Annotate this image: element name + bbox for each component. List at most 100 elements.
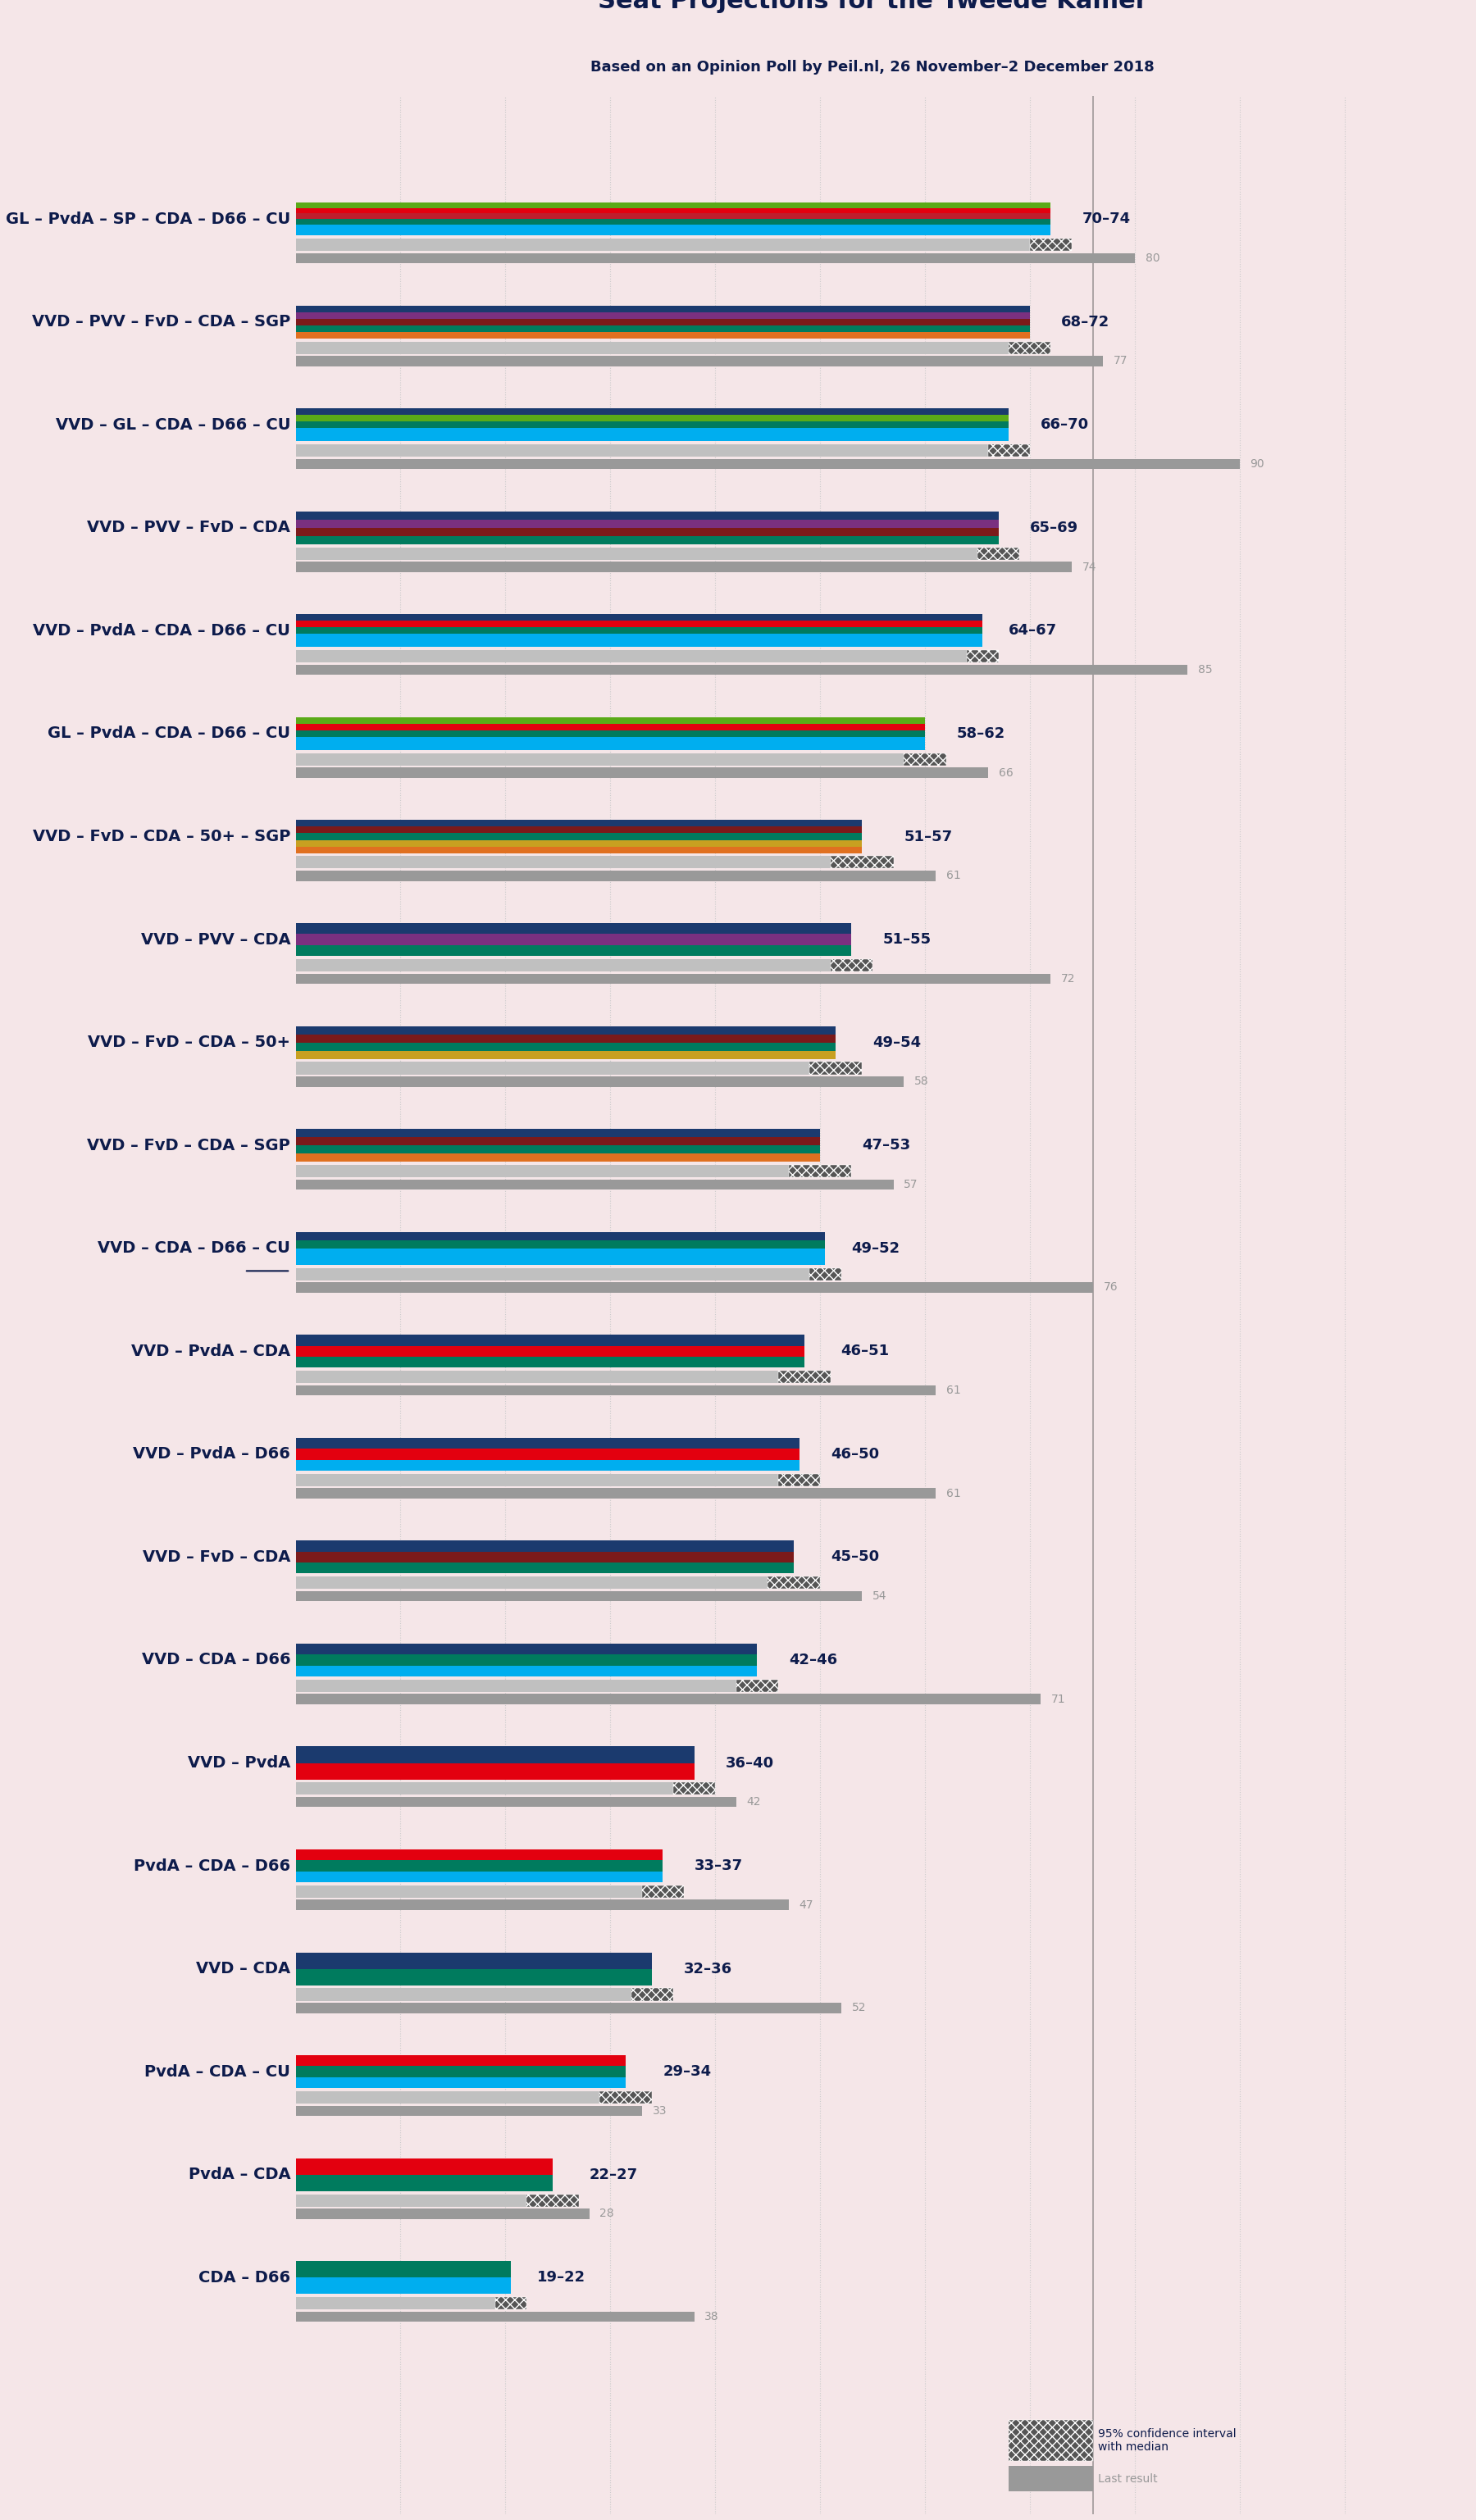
Bar xyxy=(809,1061,862,1074)
Bar xyxy=(295,1051,835,1058)
Bar xyxy=(527,2195,579,2208)
Bar xyxy=(295,1988,652,2001)
Text: 68–72: 68–72 xyxy=(1061,315,1110,330)
Bar xyxy=(295,2003,841,2013)
Bar xyxy=(903,753,946,766)
Bar xyxy=(987,444,1030,456)
Bar xyxy=(768,1578,821,1590)
Bar xyxy=(977,547,1020,559)
Bar xyxy=(831,960,872,970)
Bar xyxy=(1010,343,1051,353)
Text: 22–27: 22–27 xyxy=(589,2167,638,2182)
Text: VVD – PVV – FvD – CDA – SGP: VVD – PVV – FvD – CDA – SGP xyxy=(32,315,291,330)
Text: 72: 72 xyxy=(1061,973,1076,985)
Bar xyxy=(809,1268,841,1280)
Text: 45–50: 45–50 xyxy=(831,1550,880,1565)
Text: 49–52: 49–52 xyxy=(852,1240,900,1255)
Bar xyxy=(295,512,998,519)
Text: VVD – PVV – FvD – CDA: VVD – PVV – FvD – CDA xyxy=(87,519,291,537)
Bar xyxy=(1030,239,1072,252)
Bar xyxy=(295,1540,794,1552)
Text: 95% confidence interval
with median: 95% confidence interval with median xyxy=(1098,2427,1237,2452)
Text: 66: 66 xyxy=(998,766,1013,779)
Text: VVD – PvdA – CDA – D66 – CU: VVD – PvdA – CDA – D66 – CU xyxy=(32,622,291,638)
Bar xyxy=(295,1693,1041,1704)
Bar xyxy=(295,1026,835,1033)
Bar xyxy=(903,753,946,766)
Text: 54: 54 xyxy=(872,1590,887,1603)
Bar xyxy=(295,1678,757,1691)
Bar xyxy=(295,2311,694,2321)
Bar xyxy=(778,1371,831,1383)
Bar xyxy=(632,1988,673,2001)
Text: 65–69: 65–69 xyxy=(1030,522,1079,534)
Bar xyxy=(831,960,872,970)
Bar xyxy=(295,2092,626,2104)
Bar xyxy=(987,444,1030,456)
Bar xyxy=(295,1061,835,1074)
Bar xyxy=(295,2175,552,2190)
Text: VVD – CDA – D66: VVD – CDA – D66 xyxy=(142,1653,291,1668)
Bar xyxy=(295,857,862,869)
Text: 33–37: 33–37 xyxy=(694,1857,742,1872)
Bar xyxy=(295,1154,821,1162)
Text: 33: 33 xyxy=(652,2104,667,2117)
Bar xyxy=(295,1782,694,1794)
Bar xyxy=(295,1459,799,1472)
Bar xyxy=(295,945,852,955)
Bar xyxy=(831,857,893,869)
Text: 52: 52 xyxy=(852,2003,866,2013)
Bar xyxy=(295,547,998,559)
Text: 42–46: 42–46 xyxy=(788,1653,837,1668)
Bar xyxy=(295,1872,663,1882)
Bar xyxy=(295,2278,511,2293)
Bar xyxy=(295,1900,788,1910)
Bar xyxy=(295,1164,821,1177)
Text: VVD – PVV – CDA: VVD – PVV – CDA xyxy=(140,932,291,948)
Bar xyxy=(295,2066,626,2076)
Bar xyxy=(778,1474,821,1487)
Bar xyxy=(295,537,998,544)
Bar xyxy=(809,1061,862,1074)
Bar xyxy=(295,922,852,935)
Bar xyxy=(295,1240,825,1247)
Bar xyxy=(295,1764,694,1779)
Bar xyxy=(295,214,1051,219)
Text: 80: 80 xyxy=(1145,252,1160,265)
Bar xyxy=(295,718,925,723)
Bar xyxy=(295,2056,626,2066)
Bar xyxy=(295,1552,794,1562)
Text: 77: 77 xyxy=(1114,355,1128,368)
Bar xyxy=(295,1885,663,1898)
Bar xyxy=(788,1164,852,1177)
Bar xyxy=(642,1885,683,1898)
Text: 47–53: 47–53 xyxy=(862,1139,911,1152)
Bar xyxy=(295,239,1051,252)
Bar xyxy=(295,640,983,648)
Bar xyxy=(295,1656,757,1666)
Bar xyxy=(295,1179,893,1189)
Text: 58: 58 xyxy=(915,1076,928,1086)
Bar xyxy=(295,1043,835,1051)
Bar xyxy=(295,428,1010,436)
Bar xyxy=(494,2298,527,2308)
Text: VVD – CDA – D66 – CU: VVD – CDA – D66 – CU xyxy=(97,1240,291,1255)
Bar xyxy=(295,665,1187,675)
Bar xyxy=(295,753,925,766)
Bar xyxy=(809,1268,841,1280)
Bar xyxy=(778,1371,831,1383)
Bar xyxy=(295,436,1010,441)
Text: 61: 61 xyxy=(946,869,961,882)
Text: 51–57: 51–57 xyxy=(903,829,952,844)
Text: VVD – FvD – CDA – 50+ – SGP: VVD – FvD – CDA – 50+ – SGP xyxy=(32,829,291,844)
Text: VVD – GL – CDA – D66 – CU: VVD – GL – CDA – D66 – CU xyxy=(56,418,291,433)
Text: 90: 90 xyxy=(1250,459,1265,469)
Text: 38: 38 xyxy=(704,2311,719,2323)
Bar xyxy=(295,615,983,620)
Bar xyxy=(642,1885,683,1898)
Bar xyxy=(295,1860,663,1872)
Bar xyxy=(295,1356,804,1368)
Text: VVD – PvdA: VVD – PvdA xyxy=(187,1754,291,1772)
Bar xyxy=(1010,2419,1092,2462)
Bar xyxy=(295,1147,821,1154)
